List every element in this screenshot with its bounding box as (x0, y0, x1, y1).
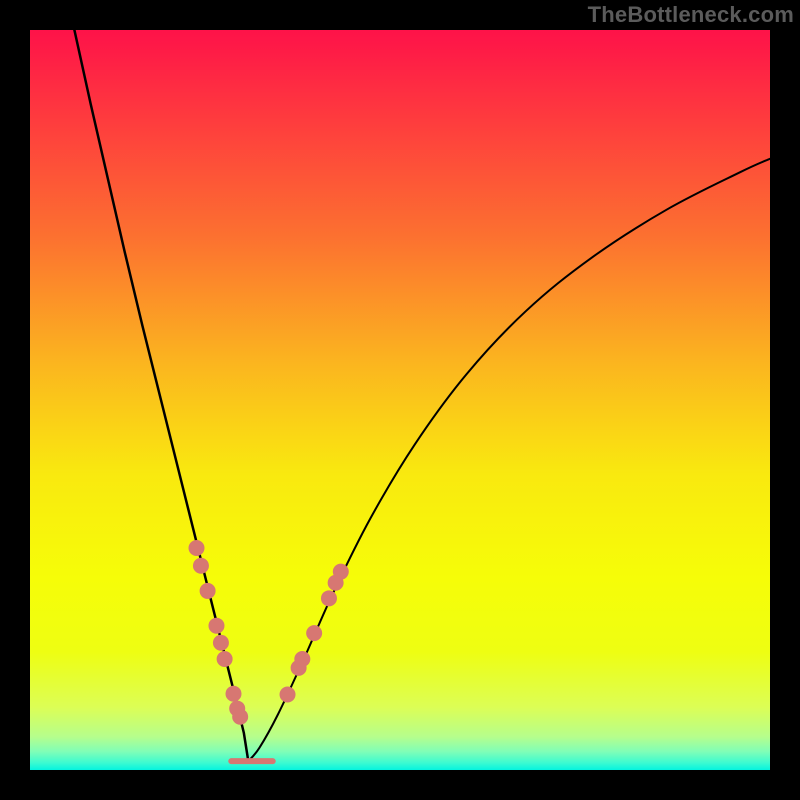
data-marker (226, 686, 242, 702)
figure-root: TheBottleneck.com (0, 0, 800, 800)
data-marker (208, 618, 224, 634)
watermark-label: TheBottleneck.com (588, 2, 794, 28)
data-marker (200, 583, 216, 599)
data-marker (213, 635, 229, 651)
data-marker (321, 590, 337, 606)
data-marker (193, 558, 209, 574)
data-marker (333, 564, 349, 580)
data-marker (189, 540, 205, 556)
data-marker (217, 651, 233, 667)
data-marker (232, 709, 248, 725)
data-marker (306, 625, 322, 641)
chart-background (30, 30, 770, 770)
data-marker (294, 651, 310, 667)
chart-plot-area (30, 30, 770, 770)
data-marker (280, 687, 296, 703)
